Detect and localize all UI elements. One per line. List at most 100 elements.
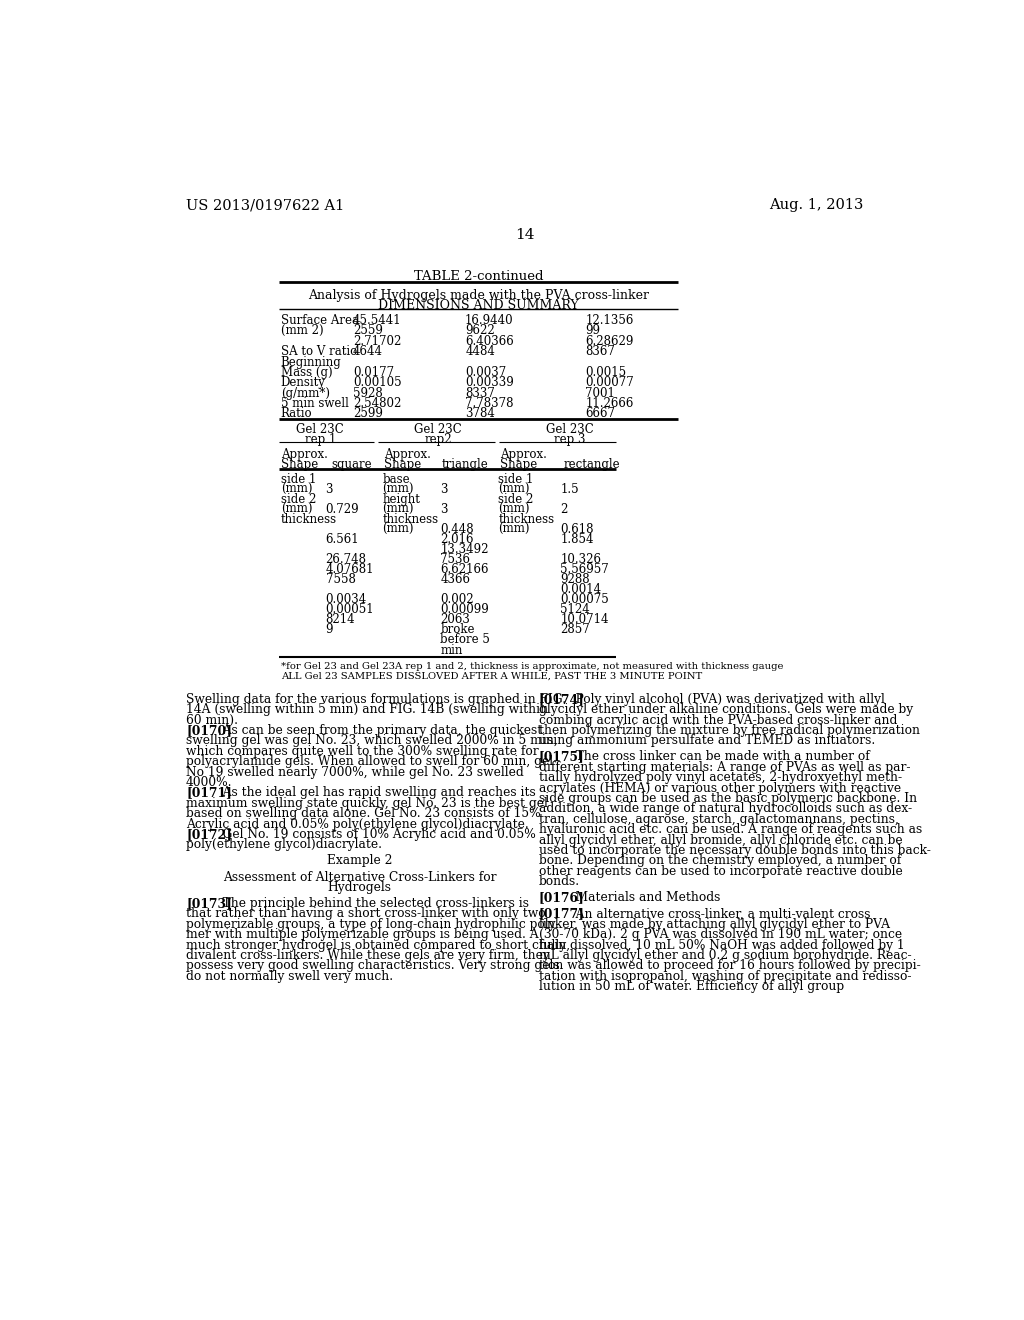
Text: divalent cross-linkers. While these gels are very firm, they: divalent cross-linkers. While these gels… xyxy=(186,949,550,962)
Text: 5.56957: 5.56957 xyxy=(560,564,609,577)
Text: 16.9440: 16.9440 xyxy=(465,314,514,327)
Text: Approx.: Approx. xyxy=(281,447,328,461)
Text: other reagents can be used to incorporate reactive double: other reagents can be used to incorporat… xyxy=(539,865,902,878)
Text: 13.3492: 13.3492 xyxy=(440,544,488,557)
Text: Assessment of Alternative Cross-Linkers for: Assessment of Alternative Cross-Linkers … xyxy=(223,870,497,883)
Text: swelling gel was gel No. 23, which swelled 2000% in 5 min,: swelling gel was gel No. 23, which swell… xyxy=(186,734,558,747)
Text: rep2: rep2 xyxy=(424,433,452,446)
Text: maximum swelling state quickly, gel No. 23 is the best gel: maximum swelling state quickly, gel No. … xyxy=(186,797,548,809)
Text: side 1: side 1 xyxy=(281,474,316,486)
Text: 0.729: 0.729 xyxy=(326,503,359,516)
Text: [0171]: [0171] xyxy=(186,787,231,800)
Text: hyaluronic acid etc. can be used. A range of reagents such as: hyaluronic acid etc. can be used. A rang… xyxy=(539,824,922,837)
Text: *for Gel 23 and Gel 23A rep 1 and 2, thickness is approximate, not measured with: *for Gel 23 and Gel 23A rep 1 and 2, thi… xyxy=(281,663,783,671)
Text: do not normally swell very much.: do not normally swell very much. xyxy=(186,970,393,983)
Text: linker, was made by attaching allyl glycidyl ether to PVA: linker, was made by attaching allyl glyc… xyxy=(539,917,890,931)
Text: 0.448: 0.448 xyxy=(440,524,474,536)
Text: Gel 23C: Gel 23C xyxy=(414,424,462,437)
Text: allyl glycidyl ether, allyl bromide, allyl chloride etc. can be: allyl glycidyl ether, allyl bromide, all… xyxy=(539,834,902,846)
Text: broke: broke xyxy=(440,623,475,636)
Text: 9: 9 xyxy=(326,623,333,636)
Text: that rather than having a short cross-linker with only two: that rather than having a short cross-li… xyxy=(186,907,546,920)
Text: which compares quite well to the 300% swelling rate for: which compares quite well to the 300% sw… xyxy=(186,744,539,758)
Text: 0.00099: 0.00099 xyxy=(440,603,489,616)
Text: 0.0014: 0.0014 xyxy=(560,583,601,597)
Text: height: height xyxy=(382,494,420,507)
Text: rectangle: rectangle xyxy=(563,458,621,471)
Text: Gel 23C: Gel 23C xyxy=(296,424,344,437)
Text: Ratio: Ratio xyxy=(281,408,312,421)
Text: ALL Gel 23 SAMPLES DISSLOVED AFTER A WHILE, PAST THE 3 MINUTE POINT: ALL Gel 23 SAMPLES DISSLOVED AFTER A WHI… xyxy=(281,671,701,680)
Text: 4644: 4644 xyxy=(352,345,383,358)
Text: Surface Area: Surface Area xyxy=(281,314,358,327)
Text: much stronger hydrogel is obtained compared to short chain,: much stronger hydrogel is obtained compa… xyxy=(186,939,570,952)
Text: 7001: 7001 xyxy=(586,387,615,400)
Text: using ammonium persulfate and TEMED as initiators.: using ammonium persulfate and TEMED as i… xyxy=(539,734,874,747)
Text: Acrylic acid and 0.05% poly(ethylene glycol)diacrylate.: Acrylic acid and 0.05% poly(ethylene gly… xyxy=(186,817,528,830)
Text: poly(ethylene glycol)diacrylate.: poly(ethylene glycol)diacrylate. xyxy=(186,838,382,851)
Text: based on swelling data alone. Gel No. 23 consists of 15%: based on swelling data alone. Gel No. 23… xyxy=(186,807,541,820)
Text: 7.78378: 7.78378 xyxy=(465,397,514,411)
Text: thickness: thickness xyxy=(499,513,555,527)
Text: rep 3: rep 3 xyxy=(554,433,586,446)
Text: SA to V ratio: SA to V ratio xyxy=(281,345,357,358)
Text: thickness: thickness xyxy=(382,513,438,527)
Text: Beginning: Beginning xyxy=(281,355,341,368)
Text: square: square xyxy=(331,458,372,471)
Text: rep 1: rep 1 xyxy=(304,433,336,446)
Text: Hydrogels: Hydrogels xyxy=(328,880,392,894)
Text: triangle: triangle xyxy=(442,458,488,471)
Text: Analysis of Hydrogels made with the PVA cross-linker: Analysis of Hydrogels made with the PVA … xyxy=(308,289,649,302)
Text: 0.00051: 0.00051 xyxy=(326,603,374,616)
Text: 0.618: 0.618 xyxy=(560,524,594,536)
Text: 1.5: 1.5 xyxy=(560,483,580,496)
Text: 11.2666: 11.2666 xyxy=(586,397,634,411)
Text: 2599: 2599 xyxy=(352,408,383,421)
Text: 8367: 8367 xyxy=(586,345,615,358)
Text: (mm): (mm) xyxy=(281,503,312,516)
Text: mer with multiple polymerizable groups is being used. A: mer with multiple polymerizable groups i… xyxy=(186,928,539,941)
Text: side 1: side 1 xyxy=(499,474,534,486)
Text: 2.016: 2.016 xyxy=(440,533,474,546)
Text: used to incorporate the necessary double bonds into this back-: used to incorporate the necessary double… xyxy=(539,843,931,857)
Text: mL allyl glycidyl ether and 0.2 g sodium borohydride. Reac-: mL allyl glycidyl ether and 0.2 g sodium… xyxy=(539,949,911,962)
Text: bone. Depending on the chemistry employed, a number of: bone. Depending on the chemistry employe… xyxy=(539,854,901,867)
Text: (mm): (mm) xyxy=(382,524,414,536)
Text: 0.002: 0.002 xyxy=(440,594,474,606)
Text: (g/mm*): (g/mm*) xyxy=(281,387,330,400)
Text: combing acrylic acid with the PVA-based cross-linker and: combing acrylic acid with the PVA-based … xyxy=(539,714,897,726)
Text: tran, cellulose, agarose, starch, galactomannans, pectins,: tran, cellulose, agarose, starch, galact… xyxy=(539,813,899,826)
Text: 14A (swelling within 5 min) and FIG. 14B (swelling within: 14A (swelling within 5 min) and FIG. 14B… xyxy=(186,704,548,717)
Text: glycidyl ether under alkaline conditions. Gels were made by: glycidyl ether under alkaline conditions… xyxy=(539,704,912,717)
Text: Poly vinyl alcohol (PVA) was derivatized with allyl: Poly vinyl alcohol (PVA) was derivatized… xyxy=(563,693,885,706)
Text: 3: 3 xyxy=(440,503,447,516)
Text: 9288: 9288 xyxy=(560,573,590,586)
Text: then polymerizing the mixture by free radical polymerization: then polymerizing the mixture by free ra… xyxy=(539,723,920,737)
Text: (mm): (mm) xyxy=(499,503,530,516)
Text: (mm): (mm) xyxy=(281,483,312,496)
Text: 4366: 4366 xyxy=(440,573,470,586)
Text: 0.00077: 0.00077 xyxy=(586,376,634,389)
Text: min: min xyxy=(440,644,463,656)
Text: acrylates (HEMA) or various other polymers with reactive: acrylates (HEMA) or various other polyme… xyxy=(539,781,901,795)
Text: fully dissolved, 10 mL 50% NaOH was added followed by 1: fully dissolved, 10 mL 50% NaOH was adde… xyxy=(539,939,904,952)
Text: 9622: 9622 xyxy=(465,325,495,338)
Text: different starting materials: A range of PVAs as well as par-: different starting materials: A range of… xyxy=(539,760,910,774)
Text: [0176]: [0176] xyxy=(539,891,585,904)
Text: 0.0177: 0.0177 xyxy=(352,366,394,379)
Text: Approx.: Approx. xyxy=(384,447,431,461)
Text: addition, a wide range of natural hydrocolloids such as dex-: addition, a wide range of natural hydroc… xyxy=(539,803,912,816)
Text: 6.28629: 6.28629 xyxy=(586,335,634,347)
Text: The principle behind the selected cross-linkers is: The principle behind the selected cross-… xyxy=(211,898,529,909)
Text: 1.854: 1.854 xyxy=(560,533,594,546)
Text: Example 2: Example 2 xyxy=(327,854,392,867)
Text: 7536: 7536 xyxy=(440,553,470,566)
Text: 5124: 5124 xyxy=(560,603,590,616)
Text: 4000%.: 4000%. xyxy=(186,776,232,789)
Text: As the ideal gel has rapid swelling and reaches its: As the ideal gel has rapid swelling and … xyxy=(211,787,536,800)
Text: TABLE 2-continued: TABLE 2-continued xyxy=(414,271,543,282)
Text: Shape: Shape xyxy=(500,458,538,471)
Text: 6.561: 6.561 xyxy=(326,533,359,546)
Text: polyacrylamide gels. When allowed to swell for 60 min, gel: polyacrylamide gels. When allowed to swe… xyxy=(186,755,553,768)
Text: Shape: Shape xyxy=(384,458,421,471)
